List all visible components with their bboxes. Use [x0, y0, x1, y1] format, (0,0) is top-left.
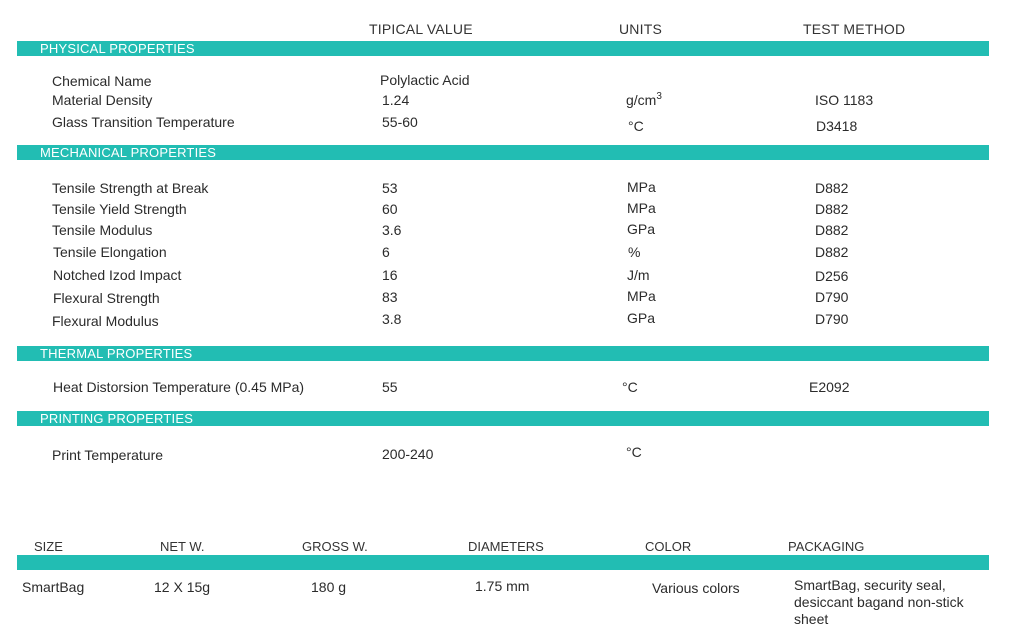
property-name: Tensile Strength at Break	[52, 180, 209, 196]
property-name: Flexural Strength	[53, 290, 160, 306]
column-header-test-method: TEST METHOD	[803, 21, 906, 37]
property-method: D3418	[816, 118, 858, 134]
section-title: THERMAL PROPERTIES	[40, 346, 193, 361]
packaging-header-color: COLOR	[645, 539, 692, 554]
property-name: Heat Distorsion Temperature (0.45 MPa)	[53, 379, 305, 395]
property-unit: °C	[622, 379, 638, 395]
property-method: D882	[815, 222, 849, 238]
unit-text: g/cm	[626, 92, 657, 108]
property-name: Tensile Elongation	[53, 244, 167, 260]
property-value: 53	[382, 180, 398, 196]
property-unit: g/cm3	[626, 91, 662, 108]
property-value: 3.8	[382, 311, 402, 327]
column-header-typical-value: TIPICAL VALUE	[369, 21, 473, 37]
property-unit: °C	[626, 444, 642, 460]
section-band-physical: PHYSICAL PROPERTIES	[17, 41, 989, 56]
property-method: D882	[815, 201, 849, 217]
property-name: Tensile Yield Strength	[52, 201, 187, 217]
property-value: 16	[382, 267, 398, 283]
packaging-header-size: SIZE	[34, 539, 63, 554]
property-value: 55	[382, 379, 398, 395]
property-value: 83	[382, 289, 398, 305]
property-method: D790	[815, 311, 849, 327]
property-method: D882	[815, 180, 849, 196]
property-method: D256	[815, 268, 849, 284]
property-value: 55-60	[382, 114, 418, 130]
property-unit: J/m	[627, 267, 650, 283]
packaging-color: Various colors	[652, 580, 740, 596]
packaging-header-gross-weight: GROSS W.	[302, 539, 368, 554]
packaging-diameter: 1.75 mm	[475, 578, 530, 594]
section-band-printing: PRINTING PROPERTIES	[17, 411, 989, 426]
section-band-thermal: THERMAL PROPERTIES	[17, 346, 989, 361]
property-name: Notched Izod Impact	[53, 267, 182, 283]
property-unit: GPa	[627, 310, 656, 326]
section-title: PHYSICAL PROPERTIES	[40, 41, 195, 56]
packaging-header-net-weight: NET W.	[160, 539, 205, 554]
property-unit: MPa	[627, 200, 656, 216]
property-method: D790	[815, 289, 849, 305]
property-value: 60	[382, 201, 398, 217]
property-name: Flexural Modulus	[52, 313, 159, 329]
property-unit: %	[628, 244, 641, 260]
packaging-size: SmartBag	[22, 579, 85, 595]
property-unit: MPa	[627, 179, 656, 195]
property-value: 1.24	[382, 92, 410, 108]
property-unit: MPa	[627, 288, 656, 304]
property-name: Print Temperature	[52, 447, 164, 463]
property-name: Glass Transition Temperature	[52, 114, 235, 130]
section-title: MECHANICAL PROPERTIES	[40, 145, 217, 160]
property-name: Chemical Name	[52, 73, 152, 89]
property-name: Tensile Modulus	[52, 222, 153, 238]
property-name: Material Density	[52, 92, 153, 108]
packaging-header-diameters: DIAMETERS	[468, 539, 544, 554]
property-method: E2092	[809, 379, 850, 395]
section-title: PRINTING PROPERTIES	[40, 411, 194, 426]
packaging-description: SmartBag, security seal, desiccant bagan…	[794, 577, 964, 627]
property-value: 6	[382, 244, 390, 260]
property-value: 3.6	[382, 222, 402, 238]
property-method: ISO 1183	[815, 92, 874, 108]
property-value: Polylactic Acid	[380, 72, 470, 88]
property-unit: °C	[628, 118, 644, 134]
section-band-mechanical: MECHANICAL PROPERTIES	[17, 145, 989, 160]
unit-superscript: 3	[656, 91, 662, 102]
packaging-net-weight: 12 X 15g	[154, 579, 211, 595]
packaging-gross-weight: 180 g	[311, 579, 347, 595]
property-unit: GPa	[627, 221, 656, 237]
packaging-header-packaging: PACKAGING	[788, 539, 865, 554]
property-method: D882	[815, 244, 849, 260]
column-header-units: UNITS	[619, 21, 662, 37]
packaging-band	[17, 555, 989, 570]
property-value: 200-240	[382, 446, 434, 462]
